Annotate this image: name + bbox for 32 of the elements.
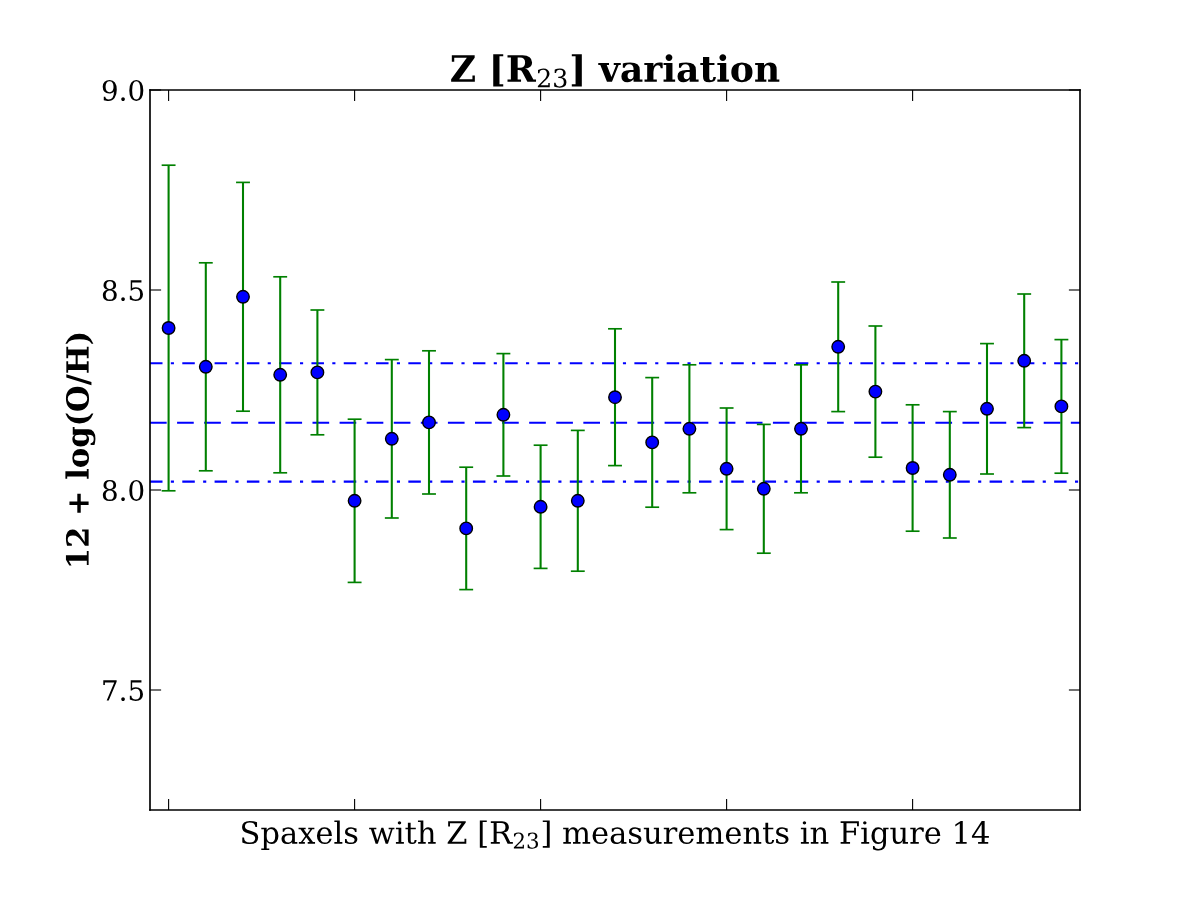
point: [496, 407, 511, 422]
point: [831, 339, 846, 354]
point: [1054, 399, 1069, 414]
point: [868, 384, 883, 399]
y-axis-title: 12 + log(O/H): [65, 333, 96, 566]
y-tick-label: 9.0: [102, 79, 144, 101]
point: [236, 289, 250, 304]
point: [794, 421, 808, 436]
point: [161, 321, 176, 335]
point: [980, 401, 994, 416]
point: [570, 493, 585, 508]
point: [459, 521, 474, 536]
point: [608, 390, 622, 405]
point: [273, 367, 288, 382]
point: [533, 499, 548, 514]
x-axis-title: Spaxels with Z [R$_{23}$] measurements in Figure 14: [242, 820, 989, 851]
chart-title: Z [R$_{23}$] variation: [451, 54, 780, 88]
point: [942, 467, 957, 482]
point: [310, 365, 325, 380]
point: [682, 421, 697, 436]
point: [422, 415, 436, 430]
point: [198, 359, 213, 374]
y-tick-label: 7.5: [103, 680, 143, 701]
y-tick-label: 8.0: [102, 479, 144, 501]
point: [905, 461, 920, 475]
point: [1017, 353, 1032, 368]
point: [384, 431, 399, 446]
point: [756, 481, 771, 496]
point: [719, 461, 734, 476]
y-tick-label: 8.5: [102, 279, 143, 301]
point: [347, 493, 362, 508]
point: [645, 435, 660, 450]
